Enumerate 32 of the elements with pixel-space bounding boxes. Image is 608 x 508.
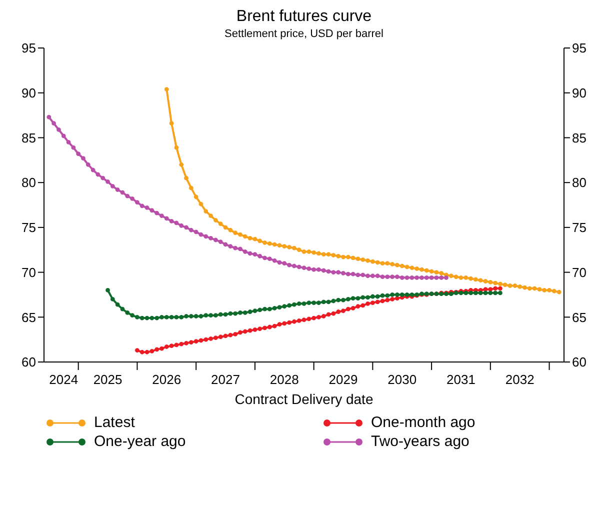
- x-tick-label: 2028: [270, 372, 299, 387]
- x-tick-label: 2031: [446, 372, 476, 387]
- y-tick-label: 95: [22, 40, 36, 56]
- x-tick-label: 2030: [388, 372, 417, 387]
- y-tick-label: 70: [22, 264, 36, 280]
- y-tick-label: 65: [22, 310, 36, 325]
- legend-label: One-month ago: [371, 414, 476, 431]
- y2-tick-label: 95: [572, 40, 586, 56]
- legend-label: Two-years ago: [371, 433, 470, 450]
- x-tick-label: 2024: [49, 372, 78, 387]
- y2-tick-label: 60: [572, 354, 586, 370]
- x-tick-label: 2032: [505, 372, 534, 387]
- y-tick-label: 75: [22, 220, 36, 236]
- legend-label: Latest: [94, 414, 135, 431]
- y2-tick-label: 75: [572, 220, 586, 236]
- x-tick-label: 2027: [211, 372, 240, 387]
- y2-tick-label: 80: [572, 175, 586, 190]
- x-axis-title: Contract Delivery date: [234, 391, 374, 407]
- y2-tick-label: 65: [572, 310, 586, 325]
- x-tick-label: 2025: [93, 372, 122, 387]
- chart-title: Brent futures curve: [235, 8, 373, 26]
- y2-tick-label: 70: [572, 264, 586, 280]
- y-tick-label: 90: [22, 85, 36, 100]
- y-tick-label: 60: [22, 354, 36, 370]
- legend-label: One-year ago: [94, 433, 186, 450]
- y2-tick-label: 90: [572, 85, 586, 100]
- y-tick-label: 85: [22, 130, 36, 146]
- x-tick-label: 2026: [152, 372, 182, 387]
- y2-tick-label: 85: [572, 130, 586, 146]
- chart-subtitle: Settlement price, USD per barrel: [224, 28, 384, 40]
- x-tick-label: 2029: [328, 372, 358, 387]
- y-tick-label: 80: [22, 175, 36, 190]
